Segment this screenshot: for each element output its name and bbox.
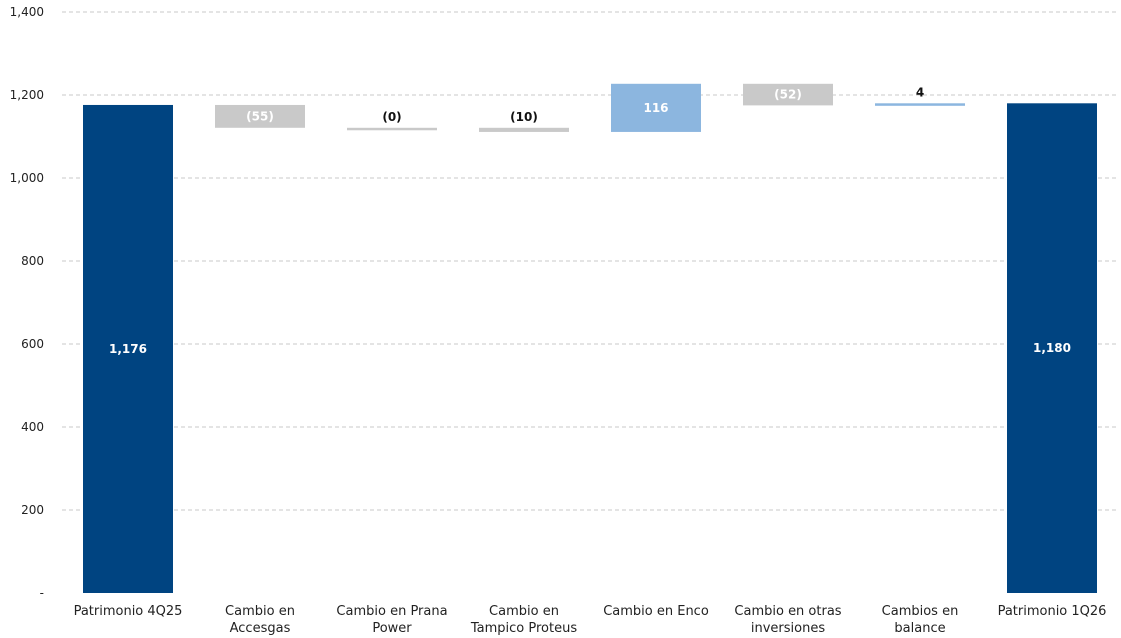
x-category-label: Cambio en (489, 604, 559, 619)
y-tick-label: 800 (21, 254, 44, 268)
bar-decrease (347, 127, 437, 131)
data-label: (0) (382, 110, 401, 124)
y-tick-label: 1,400 (10, 5, 44, 19)
x-category-label: Cambio en Enco (603, 604, 709, 619)
data-labels-layer: 1,176 (55) (0) (10) 116 (52) 4 1,180 (109, 85, 1071, 356)
x-axis-categories: Patrimonio 4Q25 Cambio en Accesgas Cambio e… (74, 604, 1107, 636)
x-category-label: Patrimonio 4Q25 (74, 604, 183, 619)
x-category-label: Power (372, 621, 412, 636)
x-category-label: Accesgas (230, 621, 291, 636)
data-label: 4 (916, 85, 924, 99)
data-label: (55) (246, 109, 274, 123)
bar-total (1007, 103, 1097, 594)
bar-increase (611, 83, 701, 132)
x-category-label: Patrimonio 1Q26 (998, 604, 1107, 619)
x-category-label: inversiones (751, 621, 825, 636)
y-tick-label: 1,200 (10, 88, 44, 102)
data-label: 1,180 (1033, 341, 1071, 355)
data-label: (10) (510, 110, 538, 124)
bar-decrease (479, 127, 569, 132)
y-tick-label: 200 (21, 503, 44, 517)
y-tick-label: - (40, 586, 44, 600)
bar-increase (875, 103, 965, 106)
grid-layer (62, 11, 1118, 511)
bars-layer (83, 83, 1097, 594)
data-label: 1,176 (109, 342, 147, 356)
bar-decrease (743, 83, 833, 106)
x-category-label: Cambios en (882, 604, 959, 619)
y-tick-label: 600 (21, 337, 44, 351)
data-label: (52) (774, 88, 802, 102)
bar-total (83, 104, 173, 594)
bar-decrease (215, 104, 305, 128)
x-category-label: balance (894, 621, 945, 636)
y-tick-label: 1,000 (10, 171, 44, 185)
x-category-label: Cambio en Prana (336, 604, 447, 619)
x-category-label: Cambio en (225, 604, 295, 619)
data-label: 116 (643, 101, 668, 115)
x-category-label: Cambio en otras (734, 604, 841, 619)
y-tick-label: 400 (21, 420, 44, 434)
y-axis-ticks: - 200 400 600 800 1,000 1,200 1,400 (10, 5, 44, 600)
x-category-label: Tampico Proteus (470, 621, 577, 636)
